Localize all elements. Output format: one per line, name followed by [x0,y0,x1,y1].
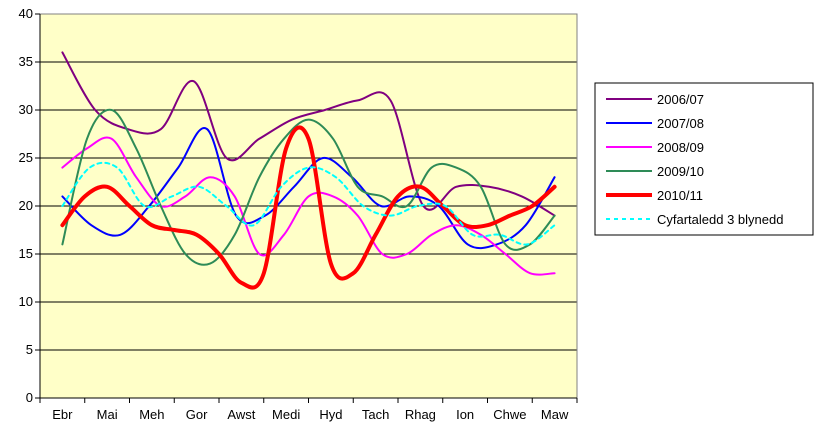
legend-label: 2008/09 [657,140,704,155]
legend-label: 2010/11 [657,188,703,203]
y-tick-labels: 0 5 10 15 20 25 30 35 40 [19,6,33,405]
y-tick-label: 10 [19,294,33,309]
x-tick-label: Tach [362,407,389,422]
legend-box [594,82,814,236]
x-tick-label: Ion [456,407,474,422]
legend-label: 2009/10 [657,164,704,179]
series-line-3 [61,108,556,266]
y-tick-label: 20 [19,198,33,213]
series-line-5 [61,161,556,246]
x-tick-label: Awst [227,407,255,422]
series-line-2 [61,136,556,276]
x-tick-label: Medi [272,407,300,422]
legend: 2006/07 2007/08 2008/09 2009/10 2010/11 Cyfar… [594,82,814,236]
x-tick-label: Maw [541,407,569,422]
series-lines [60,51,557,290]
series-line-0 [61,51,556,217]
x-tick-label: Rhag [405,407,436,422]
x-tick-label: Meh [139,407,164,422]
y-tick-label: 30 [19,102,33,117]
x-tick-label: Chwe [493,407,526,422]
y-tick-label: 0 [26,390,33,405]
legend-label: 2006/07 [657,92,704,107]
legend-label: Cyfartaledd 3 blynedd [657,212,783,227]
y-tick-label: 25 [19,150,33,165]
legend-label: 2007/08 [657,116,704,131]
x-tick-label: Gor [186,407,208,422]
x-tick-label: Hyd [319,407,342,422]
y-tick-label: 35 [19,54,33,69]
x-tick-labels: Ebr Mai Meh Gor Awst Medi Hyd Tach Rhag Ion Chwe Ma… [52,407,569,422]
x-tick-label: Ebr [52,407,73,422]
y-tick-label: 5 [26,342,33,357]
x-tick-label: Mai [97,407,118,422]
series-line-4 [60,125,557,290]
axes [35,13,578,403]
y-tick-label: 40 [19,6,33,21]
y-tick-label: 15 [19,246,33,261]
